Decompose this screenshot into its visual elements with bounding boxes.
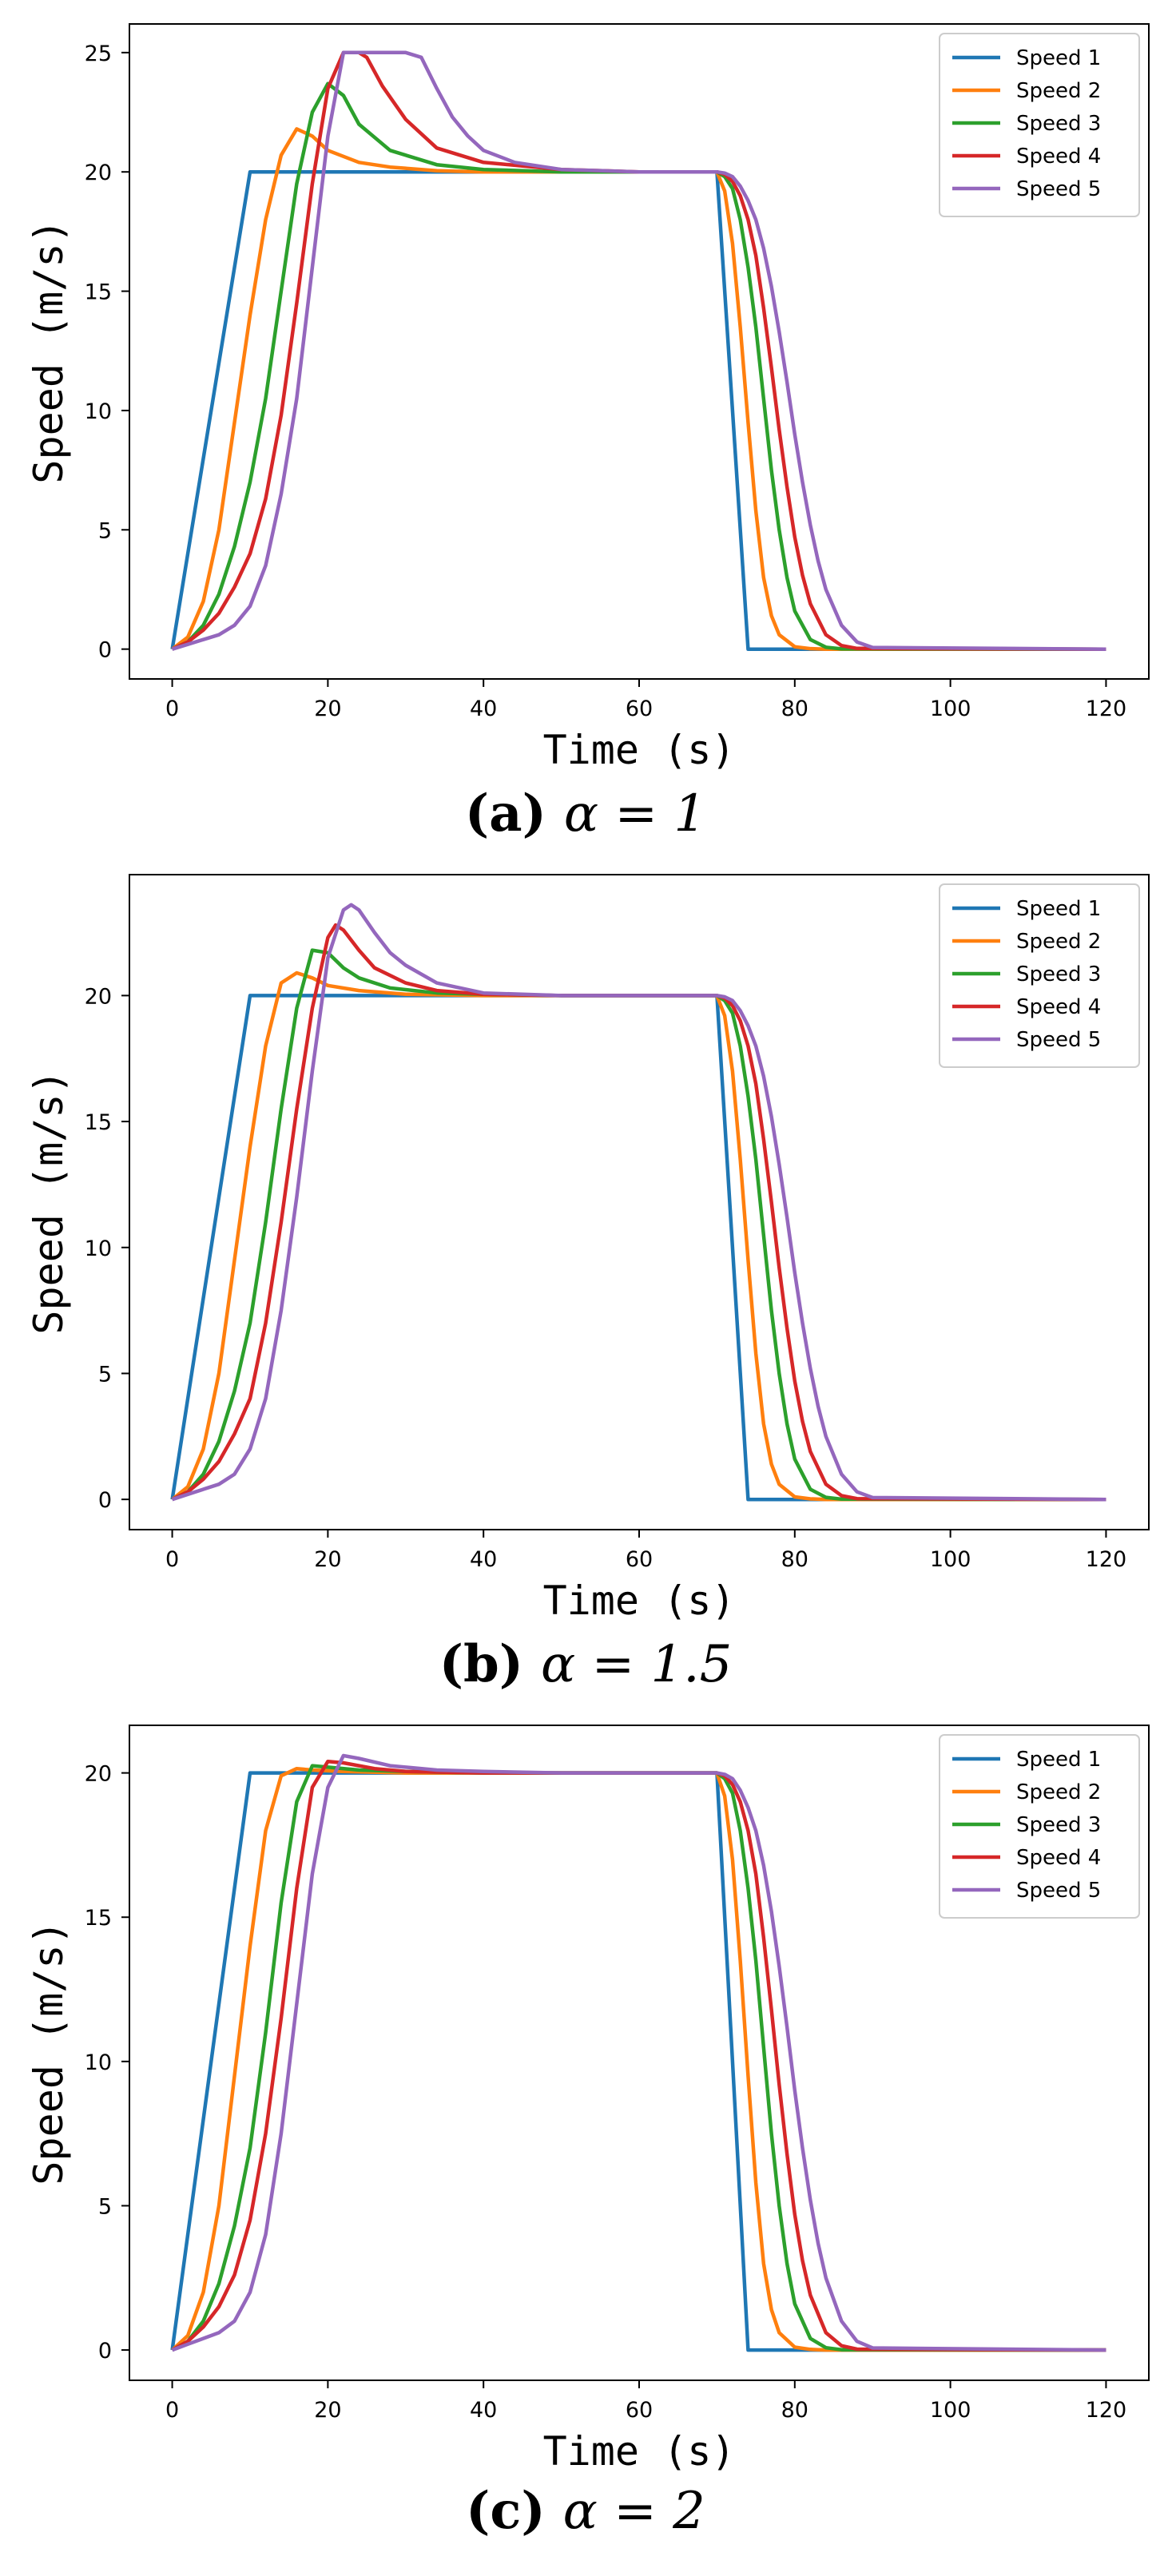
y-tick-label: 0: [98, 638, 112, 663]
x-tick-label: 100: [930, 2398, 971, 2423]
x-axis-label: Time (s): [543, 2428, 736, 2475]
legend-label-speed-2: Speed 2: [1016, 79, 1101, 103]
x-tick-label: 20: [314, 697, 341, 721]
y-tick-label: 15: [85, 1906, 112, 1931]
x-tick-label: 100: [930, 1547, 971, 1572]
legend-label-speed-4: Speed 4: [1016, 145, 1101, 169]
caption-letter: (c): [466, 2481, 546, 2541]
legend-label-speed-4: Speed 4: [1016, 1846, 1101, 1870]
y-axis-label: Speed (m/s): [26, 1070, 72, 1334]
y-tick-label: 20: [85, 1762, 112, 1787]
legend-label-speed-1: Speed 1: [1016, 46, 1101, 70]
y-tick-label: 0: [98, 2339, 112, 2364]
series-line-speed-5: [171, 50, 1106, 651]
x-tick-label: 0: [165, 697, 179, 721]
legend: Speed 1 Speed 2 Speed 3 Speed 4 Speed 5: [939, 883, 1140, 1068]
y-tick-label: 5: [98, 1362, 112, 1387]
x-tick-label: 60: [626, 2398, 653, 2423]
y-tick-label: 10: [85, 399, 112, 424]
legend-label-speed-3: Speed 3: [1016, 112, 1101, 136]
x-tick-label: 40: [470, 2398, 497, 2423]
legend-box: [939, 33, 1140, 217]
y-tick-label: 10: [85, 1236, 112, 1261]
x-tick-label: 0: [165, 1547, 179, 1572]
legend: Speed 1 Speed 2 Speed 3 Speed 4 Speed 5: [939, 33, 1140, 217]
x-tick-label: 20: [314, 2398, 341, 2423]
caption-letter: (a): [465, 784, 546, 843]
y-tick-label: 15: [85, 280, 112, 305]
x-tick-label: 0: [165, 2398, 179, 2423]
x-tick-label: 40: [470, 697, 497, 721]
series-line-speed-5: [171, 903, 1106, 1502]
legend-label-speed-1: Speed 1: [1016, 897, 1101, 921]
subfigure-caption: (c) α = 2: [466, 2481, 705, 2541]
legend-label-speed-2: Speed 2: [1016, 930, 1101, 954]
legend-label-speed-5: Speed 5: [1016, 1879, 1101, 1903]
legend-label-speed-2: Speed 2: [1016, 1780, 1101, 1804]
y-tick-label: 20: [85, 984, 112, 1009]
caption-alpha: α = 2: [563, 2482, 705, 2541]
y-axis-label: Speed (m/s): [26, 219, 72, 483]
caption-alpha: α = 1.5: [541, 1635, 732, 1694]
series-line-speed-3: [171, 81, 1106, 651]
legend-label-speed-4: Speed 4: [1016, 995, 1101, 1019]
x-tick-label: 20: [314, 1547, 341, 1572]
legend-label-speed-3: Speed 3: [1016, 963, 1101, 986]
x-tick-label: 120: [1086, 697, 1127, 721]
legend-label-speed-3: Speed 3: [1016, 1813, 1101, 1837]
y-tick-label: 5: [98, 2194, 112, 2219]
legend-label-speed-1: Speed 1: [1016, 1748, 1101, 1772]
x-tick-label: 100: [930, 697, 971, 721]
caption-letter: (b): [439, 1634, 523, 1694]
legend: Speed 1 Speed 2 Speed 3 Speed 4 Speed 5: [939, 1734, 1140, 1919]
subfigure-caption: (b) α = 1.5: [439, 1634, 733, 1694]
x-axis-label: Time (s): [543, 1578, 736, 1624]
x-tick-label: 80: [781, 2398, 808, 2423]
x-tick-label: 80: [781, 1547, 808, 1572]
x-tick-label: 120: [1086, 2398, 1127, 2423]
legend-box: [939, 883, 1140, 1068]
y-tick-label: 15: [85, 1110, 112, 1135]
y-tick-label: 20: [85, 161, 112, 185]
x-tick-label: 120: [1086, 1547, 1127, 1572]
legend-box: [939, 1734, 1140, 1919]
series-line-speed-5: [171, 1753, 1106, 2352]
x-axis-label: Time (s): [543, 727, 736, 773]
x-tick-label: 80: [781, 697, 808, 721]
x-tick-label: 40: [470, 1547, 497, 1572]
y-tick-label: 5: [98, 518, 112, 543]
subfigure-caption: (a) α = 1: [465, 784, 706, 843]
caption-alpha: α = 1: [564, 784, 706, 843]
y-tick-label: 10: [85, 2050, 112, 2075]
x-tick-label: 60: [626, 1547, 653, 1572]
y-axis-label: Speed (m/s): [26, 1920, 72, 2185]
x-tick-label: 60: [626, 697, 653, 721]
y-tick-label: 25: [85, 42, 112, 66]
legend-label-speed-5: Speed 5: [1016, 1028, 1101, 1052]
y-tick-label: 0: [98, 1488, 112, 1513]
legend-label-speed-5: Speed 5: [1016, 177, 1101, 201]
